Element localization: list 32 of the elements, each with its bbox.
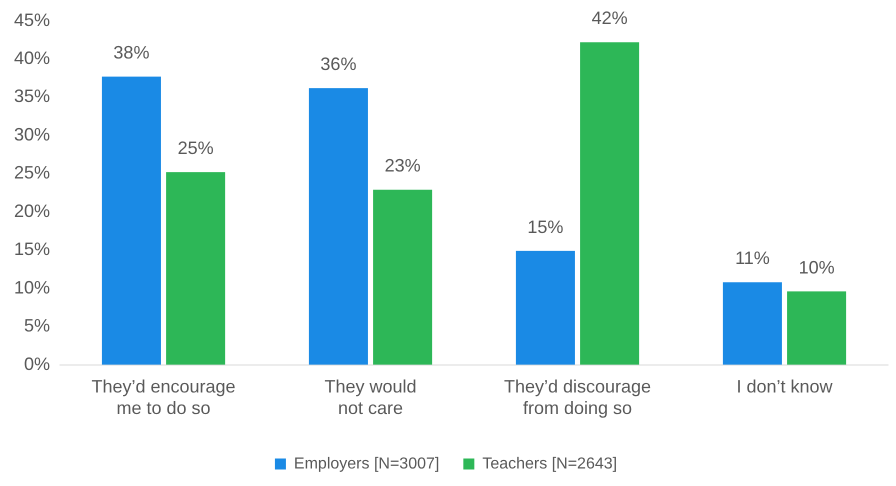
y-tick-label: 30% — [14, 124, 50, 144]
legend-label: Teachers [N=2643] — [482, 455, 618, 472]
data-label: 38% — [113, 42, 150, 63]
bar — [516, 250, 575, 365]
data-label: 15% — [527, 216, 564, 237]
bar — [166, 172, 226, 365]
x-tick-label: They would not care — [324, 376, 417, 418]
y-tick-label: 45% — [14, 10, 50, 30]
y-tick-label: 15% — [14, 239, 50, 260]
x-tick-label: I don’t know — [736, 376, 834, 397]
data-label: 10% — [798, 257, 835, 278]
y-tick-label: 5% — [24, 316, 50, 336]
bar — [722, 282, 782, 365]
y-tick-label: 35% — [14, 86, 50, 106]
y-tick-label: 40% — [14, 48, 50, 68]
data-label: 23% — [384, 156, 421, 176]
bar — [787, 291, 846, 365]
data-label: 42% — [592, 8, 628, 28]
bar — [580, 42, 640, 365]
y-tick-label: 20% — [14, 200, 50, 221]
bar — [373, 190, 432, 365]
y-tick-label: 0% — [24, 354, 50, 374]
y-tick-label: 25% — [14, 162, 50, 183]
data-label: 11% — [735, 248, 770, 268]
data-label: 25% — [178, 138, 214, 158]
legend-label: Employers [N=3007] — [294, 455, 440, 472]
data-label: 36% — [320, 54, 356, 74]
y-tick-label: 10% — [14, 277, 50, 298]
bar — [102, 76, 161, 365]
x-tick-label: They’d discourage from doing so — [504, 376, 652, 418]
x-tick-label: They’d encourage me to do so — [91, 376, 236, 418]
bar — [308, 88, 368, 365]
